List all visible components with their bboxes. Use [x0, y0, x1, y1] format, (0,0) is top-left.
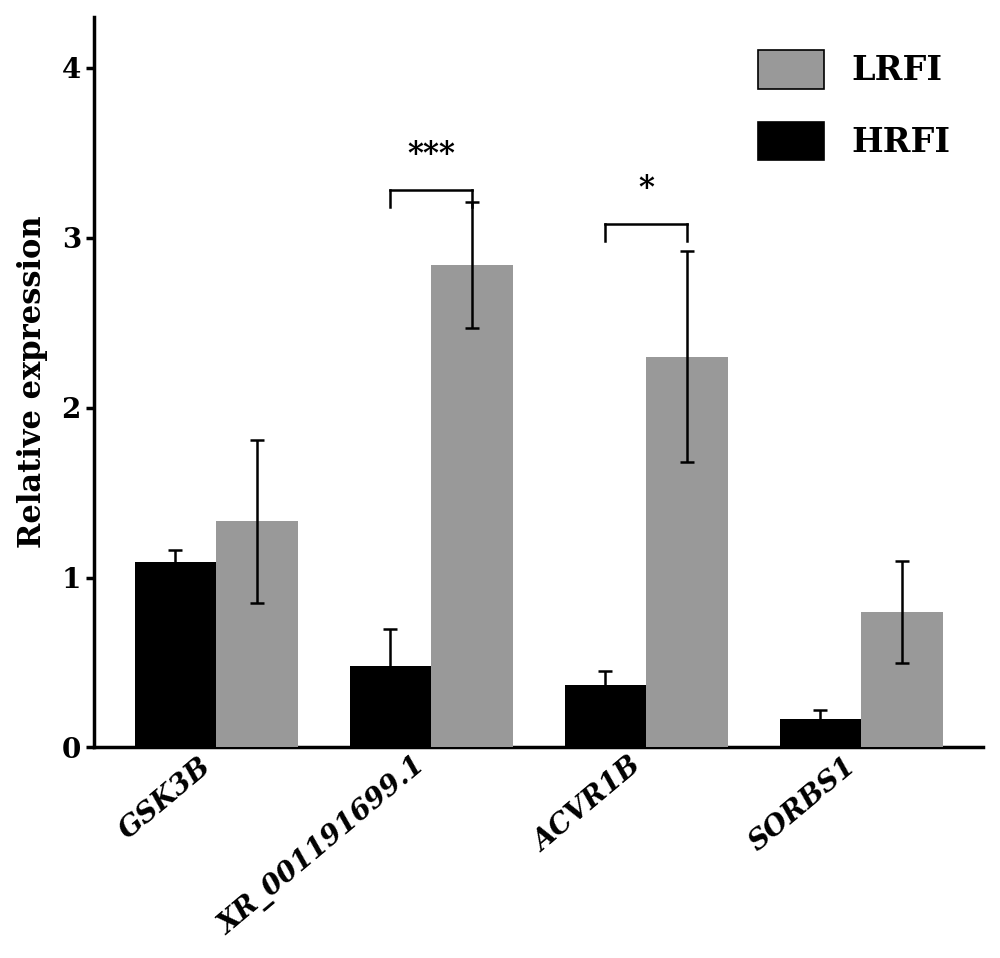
Bar	[861, 611, 943, 747]
Legend: LRFI, HRFI: LRFI, HRFI	[741, 34, 967, 177]
Bar	[216, 521, 298, 747]
Text: ***: ***	[407, 139, 455, 170]
Y-axis label: Relative expression: Relative expression	[17, 216, 48, 548]
Text: *: *	[638, 172, 654, 204]
Bar	[565, 685, 646, 747]
Bar	[135, 562, 216, 747]
Bar	[646, 356, 728, 747]
Bar	[350, 666, 431, 747]
Bar	[431, 264, 513, 747]
Bar	[780, 718, 861, 747]
